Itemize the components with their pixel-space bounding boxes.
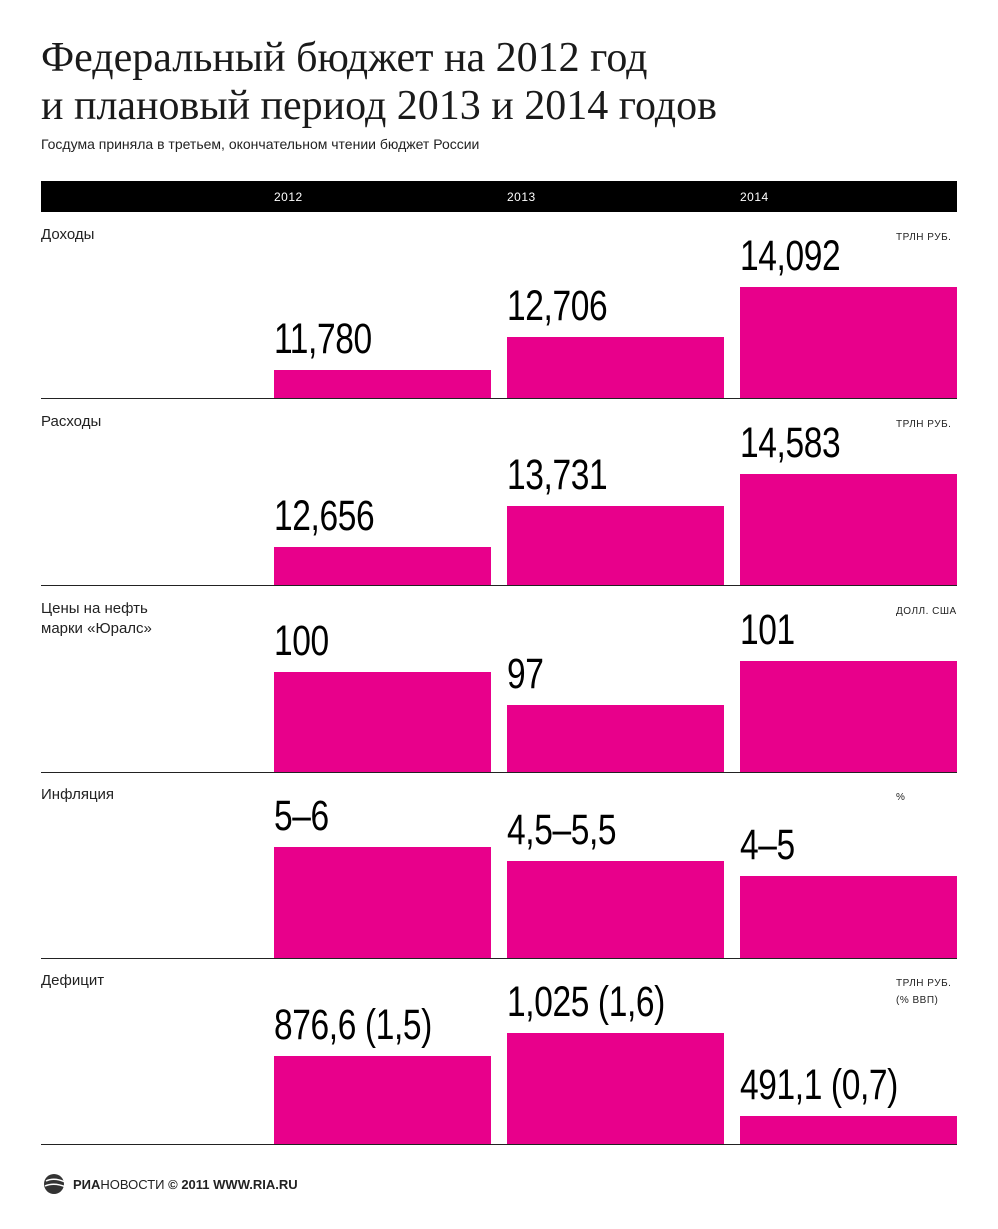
bar-2013 [507, 337, 724, 398]
category-label: Инфляция [41, 786, 115, 803]
value-label-2013: 4,5–5,5 [507, 806, 617, 854]
value-label-2012: 876,6 (1,5) [274, 1001, 432, 1049]
footer: РИАНОВОСТИ © 2011 WWW.RIA.RU [41, 1171, 298, 1197]
bar-2013 [507, 861, 724, 958]
value-label-2013: 13,731 [507, 451, 608, 499]
value-label-2013: 1,025 (1,6) [507, 978, 665, 1026]
bar-2013 [507, 1033, 724, 1144]
unit-label: ТРЛН РУБ. (% ВВП) [896, 978, 952, 1006]
value-label-2014: 4–5 [740, 821, 795, 869]
category-label: Дефицит [41, 972, 105, 989]
panel-baseline [41, 958, 957, 959]
bar-2012 [274, 847, 491, 958]
unit-label: ДОЛЛ. США [896, 606, 957, 617]
bar-2012 [274, 370, 491, 398]
unit-label: ТРЛН РУБ. [896, 419, 952, 430]
unit-label: % [896, 792, 906, 803]
bar-2012 [274, 547, 491, 585]
page-title: Федеральный бюджет на 2012 год и плановы… [41, 34, 971, 130]
year-2012: 2012 [274, 190, 303, 204]
chart-panel: Цены на нефть марки «Юралс» ДОЛЛ. США 100 9… [41, 599, 957, 773]
title-line-1: Федеральный бюджет на 2012 год [41, 35, 648, 81]
year-2013: 2013 [507, 190, 536, 204]
brand-ria: РИА [73, 1176, 101, 1192]
year-2014: 2014 [740, 190, 769, 204]
category-label: Доходы [41, 226, 95, 243]
chart-panel: Расходы ТРЛН РУБ. 12,656 13,731 14,583 [41, 412, 957, 586]
chart-panel: Инфляция% 5–6 4,5–5,5 4–5 [41, 785, 957, 959]
chart-panel: Дефицит ТРЛН РУБ. (% ВВП) 876,6 (1,5) 1,025… [41, 971, 957, 1145]
panel-baseline [41, 772, 957, 773]
value-label-2012: 5–6 [274, 792, 329, 840]
chart-panel: Доходы ТРЛН РУБ. 11,780 12,706 14,092 [41, 225, 957, 399]
panel-baseline [41, 585, 957, 586]
bar-2014 [740, 474, 957, 585]
bar-2014 [740, 287, 957, 398]
footer-url[interactable]: WWW.RIA.RU [213, 1176, 298, 1192]
bar-2012 [274, 1056, 491, 1144]
panel-baseline [41, 1144, 957, 1145]
value-label-2013: 12,706 [507, 282, 608, 330]
value-label-2014: 14,583 [740, 419, 841, 467]
footer-copyright: © 2011 [168, 1176, 210, 1192]
bar-2014 [740, 876, 957, 958]
year-header-bar: 2012 2013 2014 [41, 181, 957, 212]
bar-2014 [740, 661, 957, 772]
footer-brand: РИАНОВОСТИ © 2011 WWW.RIA.RU [73, 1177, 298, 1192]
value-label-2014: 491,1 (0,7) [740, 1061, 898, 1109]
value-label-2014: 101 [740, 606, 795, 654]
bar-2014 [740, 1116, 957, 1144]
bar-2013 [507, 506, 724, 585]
unit-label: ТРЛН РУБ. [896, 232, 952, 243]
value-label-2012: 11,780 [274, 315, 372, 363]
bar-2012 [274, 672, 491, 772]
category-label: Расходы [41, 413, 102, 430]
value-label-2012: 100 [274, 617, 329, 665]
ria-globe-icon [44, 1174, 67, 1194]
subtitle: Госдума приняла в третьем, окончательном… [41, 136, 480, 152]
value-label-2012: 12,656 [274, 492, 375, 540]
value-label-2013: 97 [507, 650, 544, 698]
brand-novosti: НОВОСТИ [100, 1176, 165, 1192]
category-label: Цены на нефть марки «Юралс» [41, 600, 152, 637]
panel-baseline [41, 398, 957, 399]
value-label-2014: 14,092 [740, 232, 841, 280]
bar-2013 [507, 705, 724, 772]
title-line-2: и плановый период 2013 и 2014 годов [41, 83, 717, 129]
